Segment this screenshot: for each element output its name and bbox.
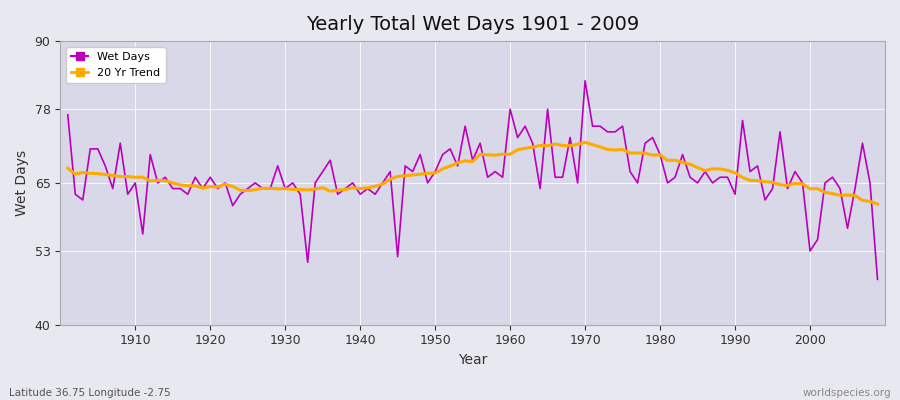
Title: Yearly Total Wet Days 1901 - 2009: Yearly Total Wet Days 1901 - 2009 bbox=[306, 15, 639, 34]
Text: worldspecies.org: worldspecies.org bbox=[803, 388, 891, 398]
Text: Latitude 36.75 Longitude -2.75: Latitude 36.75 Longitude -2.75 bbox=[9, 388, 171, 398]
X-axis label: Year: Year bbox=[458, 353, 487, 367]
Legend: Wet Days, 20 Yr Trend: Wet Days, 20 Yr Trend bbox=[66, 47, 166, 83]
Y-axis label: Wet Days: Wet Days bbox=[15, 150, 29, 216]
